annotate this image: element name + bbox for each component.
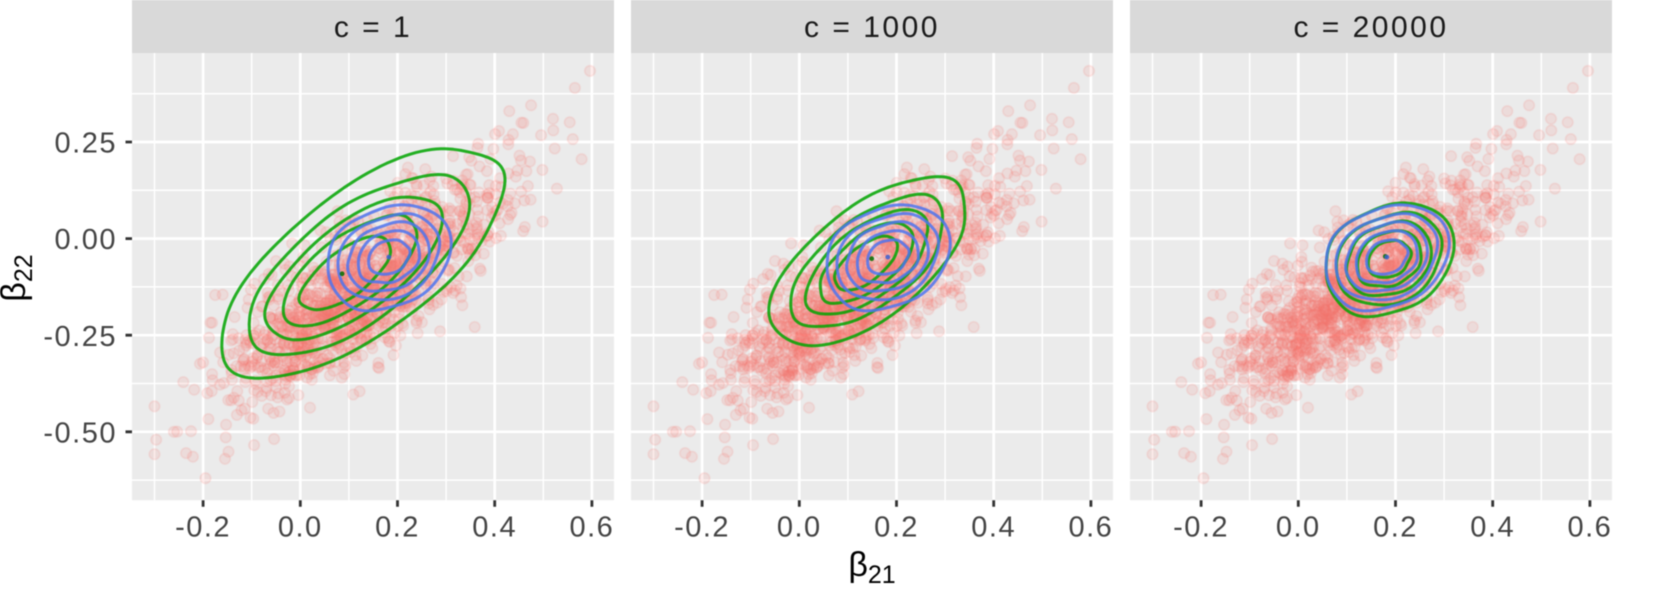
svg-text:-0.2: -0.2 xyxy=(175,512,231,544)
svg-text:0.0: 0.0 xyxy=(777,512,822,544)
svg-text:0.6: 0.6 xyxy=(1567,512,1612,544)
svg-text:0.6: 0.6 xyxy=(569,512,614,544)
svg-text:0.4: 0.4 xyxy=(971,512,1016,544)
svg-text:-0.25: -0.25 xyxy=(43,321,117,353)
svg-text:0.0: 0.0 xyxy=(1276,512,1321,544)
svg-text:0.4: 0.4 xyxy=(1470,512,1515,544)
svg-text:0.4: 0.4 xyxy=(472,512,517,544)
svg-text:-0.2: -0.2 xyxy=(1173,512,1229,544)
svg-text:0.25: 0.25 xyxy=(55,128,117,160)
svg-text:0.2: 0.2 xyxy=(874,512,919,544)
svg-text:0.00: 0.00 xyxy=(55,224,117,256)
svg-text:c = 1: c = 1 xyxy=(334,11,412,44)
svg-text:-0.50: -0.50 xyxy=(43,417,117,449)
svg-text:c = 20000: c = 20000 xyxy=(1293,11,1448,44)
svg-text:0.2: 0.2 xyxy=(375,512,420,544)
svg-text:c = 1000: c = 1000 xyxy=(804,11,940,44)
svg-text:-0.2: -0.2 xyxy=(674,512,730,544)
svg-text:0.6: 0.6 xyxy=(1068,512,1113,544)
svg-text:0.0: 0.0 xyxy=(278,512,323,544)
svg-text:0.2: 0.2 xyxy=(1373,512,1418,544)
